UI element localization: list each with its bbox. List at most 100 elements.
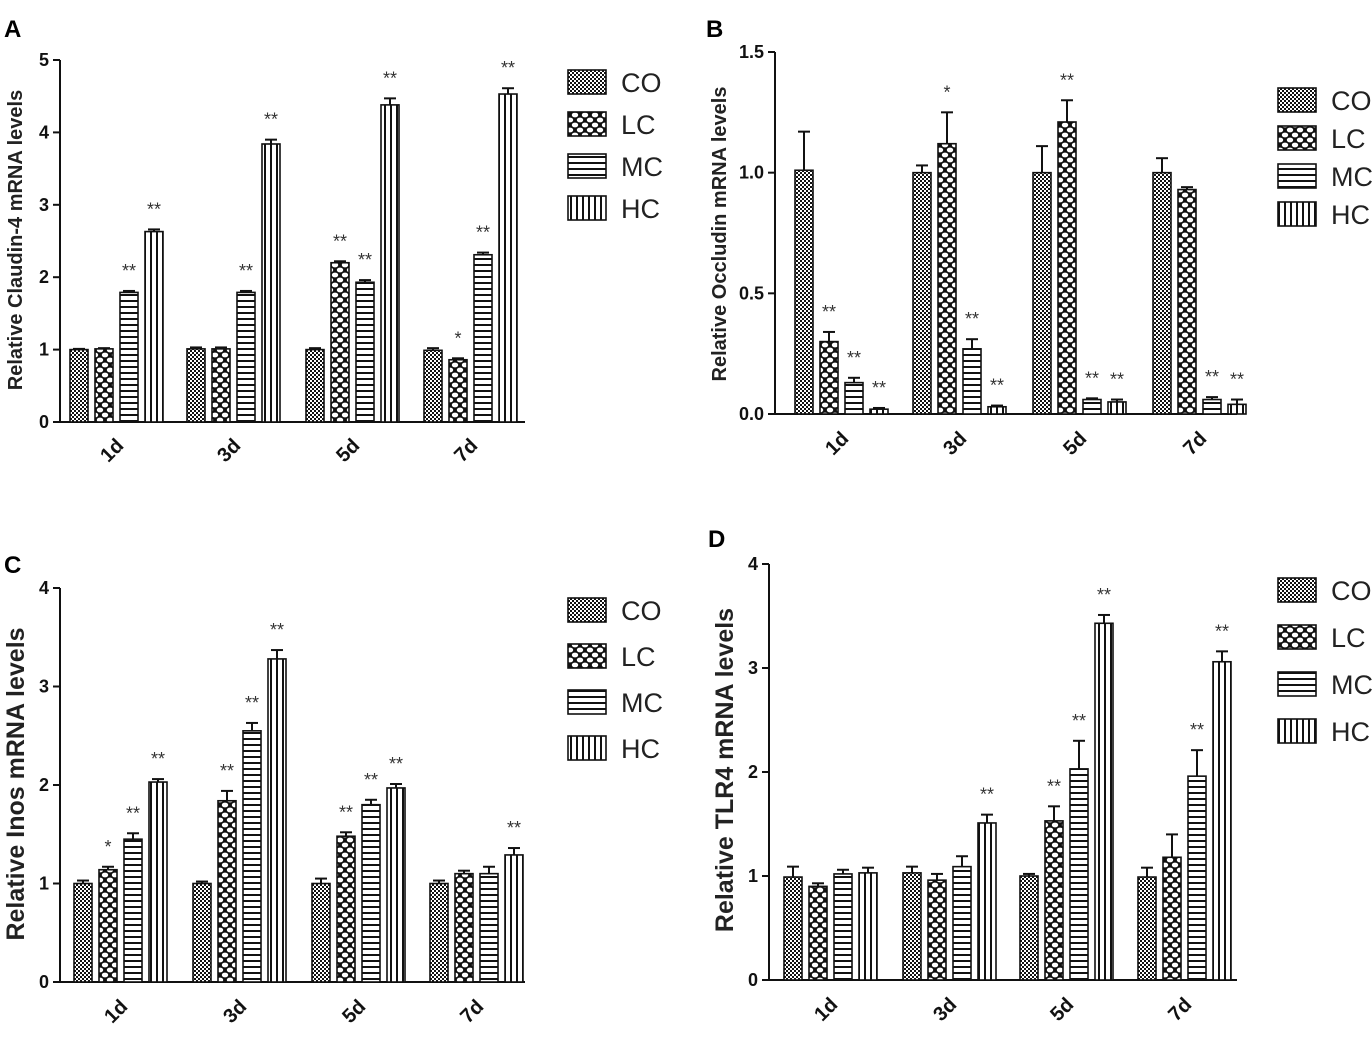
bar-hc-3d xyxy=(261,143,281,423)
significance-marker: ** xyxy=(1060,70,1074,90)
x-tick-label: 1d xyxy=(100,996,132,1028)
legend-label-hc: HC xyxy=(1331,717,1370,747)
significance-marker: ** xyxy=(1205,367,1219,387)
significance-marker: ** xyxy=(507,818,521,838)
significance-marker: ** xyxy=(126,803,140,823)
y-tick-label: 1.0 xyxy=(739,163,764,183)
bar-lc-1d xyxy=(94,348,114,423)
bar-hc-1d xyxy=(869,408,889,415)
legend: CO LC MC HC xyxy=(1277,576,1372,747)
legend-swatch-co xyxy=(567,597,607,623)
legend-label-lc: LC xyxy=(621,110,656,140)
significance-marker: ** xyxy=(389,754,403,774)
significance-marker: * xyxy=(454,328,461,348)
legend-swatch-hc xyxy=(567,735,607,761)
y-tick-label: 0.0 xyxy=(739,404,764,424)
bar-co-7d xyxy=(1152,171,1172,415)
bar-hc-3d xyxy=(267,658,287,983)
y-tick-label: 0 xyxy=(39,412,49,432)
panel-label: C xyxy=(4,552,21,579)
panel-b: B 0.0 0.5 1.0 1.5 Relative Occludin mRNA leve… xyxy=(706,16,1372,460)
significance-marker: ** xyxy=(1190,720,1204,740)
significance-marker: ** xyxy=(1085,368,1099,388)
bar-mc-1d xyxy=(844,381,864,415)
bar-hc-5d xyxy=(386,787,406,983)
legend-label-lc: LC xyxy=(1331,623,1366,653)
bar-co-3d xyxy=(192,882,212,983)
bar-co-7d xyxy=(423,349,443,423)
bar-lc-7d xyxy=(448,358,468,423)
bar-mc-7d xyxy=(1202,398,1222,415)
bar-hc-5d xyxy=(380,104,400,423)
significance-marker: ** xyxy=(239,261,253,281)
bar-co-1d xyxy=(73,882,93,983)
bar-co-5d xyxy=(1019,875,1039,981)
significance-marker: ** xyxy=(151,749,165,769)
significance-marker: ** xyxy=(1047,776,1061,796)
bar-lc-5d xyxy=(1044,820,1064,981)
bar-hc-5d xyxy=(1107,401,1127,415)
legend-label-lc: LC xyxy=(621,642,656,672)
bar-lc-1d xyxy=(98,868,118,983)
bar-hc-7d xyxy=(504,854,524,983)
panel-label: B xyxy=(706,16,723,43)
bar-lc-7d xyxy=(1177,188,1197,415)
legend-swatch-lc xyxy=(1277,125,1317,151)
significance-marker: ** xyxy=(980,785,994,805)
legend-label-mc: MC xyxy=(621,152,663,182)
bar-hc-1d xyxy=(144,230,164,423)
significance-marker: ** xyxy=(822,302,836,322)
bar-mc-1d xyxy=(123,838,143,983)
y-tick-label: 1 xyxy=(748,866,758,886)
bar-mc-7d xyxy=(1187,775,1207,981)
legend-label-mc: MC xyxy=(1331,162,1372,192)
legend: CO LC MC HC xyxy=(567,68,663,224)
y-tick-label: 2 xyxy=(39,775,49,795)
bar-co-1d xyxy=(783,876,803,981)
bar-co-3d xyxy=(902,872,922,981)
significance-marker: ** xyxy=(1230,370,1244,390)
bar-lc-5d xyxy=(330,261,350,423)
legend-label-co: CO xyxy=(1331,86,1372,116)
y-axis-label: Relative Inos mRNA levels xyxy=(2,627,30,940)
significance-marker: ** xyxy=(965,309,979,329)
bar-hc-1d xyxy=(148,781,168,983)
panel-label: D xyxy=(708,526,725,553)
bar-mc-5d xyxy=(1069,768,1089,981)
significance-marker: ** xyxy=(147,199,161,219)
significance-marker: ** xyxy=(1097,585,1111,605)
x-tick-label: 7d xyxy=(450,435,482,467)
bar-hc-1d xyxy=(858,872,878,981)
bar-lc-1d xyxy=(808,885,828,981)
x-tick-label: 5d xyxy=(1059,428,1091,460)
significance-marker: * xyxy=(104,837,111,857)
bar-co-7d xyxy=(1137,876,1157,981)
bar-mc-3d xyxy=(952,865,972,981)
legend-swatch-mc xyxy=(567,689,607,715)
significance-marker: ** xyxy=(264,110,278,130)
x-tick-label: 7d xyxy=(1179,428,1211,460)
legend: CO LC MC HC xyxy=(1277,86,1372,230)
bar-lc-3d xyxy=(217,799,237,983)
significance-marker: ** xyxy=(383,68,397,88)
bar-hc-5d xyxy=(1094,622,1114,981)
significance-marker: ** xyxy=(501,58,515,78)
legend-label-mc: MC xyxy=(1331,670,1372,700)
bar-lc-1d xyxy=(819,340,839,415)
y-tick-label: 5 xyxy=(39,50,49,70)
y-tick-label: 1 xyxy=(39,340,49,360)
significance-marker: ** xyxy=(476,223,490,243)
y-axis-label: Relative TLR4 mRNA levels xyxy=(711,608,739,932)
x-tick-label: 5d xyxy=(338,996,370,1028)
legend-label-mc: MC xyxy=(621,688,663,718)
y-tick-label: 3 xyxy=(39,195,49,215)
legend: CO LC MC HC xyxy=(567,596,663,764)
significance-marker: ** xyxy=(358,250,372,270)
bar-lc-3d xyxy=(211,348,231,423)
significance-marker: ** xyxy=(1072,711,1086,731)
y-tick-label: 0 xyxy=(748,970,758,990)
bar-co-7d xyxy=(429,882,449,983)
bar-hc-3d xyxy=(987,405,1007,415)
